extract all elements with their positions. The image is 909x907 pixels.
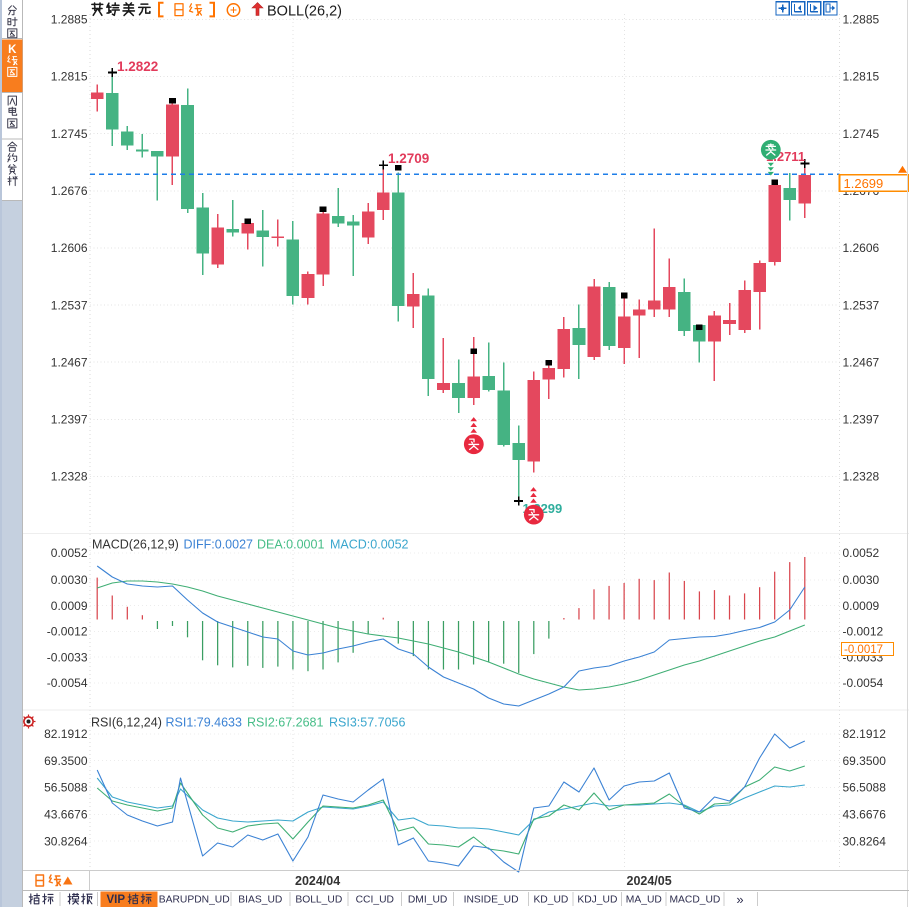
svg-text:69.3500: 69.3500 xyxy=(44,754,88,768)
svg-text:1.2537: 1.2537 xyxy=(843,298,880,312)
svg-text:VIP: VIP xyxy=(107,894,126,906)
svg-text:BARUPDN_UD: BARUPDN_UD xyxy=(159,895,230,906)
svg-text:-0.0033: -0.0033 xyxy=(47,650,88,664)
svg-text:KD_UD: KD_UD xyxy=(533,895,568,906)
svg-text:1.2822: 1.2822 xyxy=(117,59,158,74)
svg-text:1.2815: 1.2815 xyxy=(51,70,88,84)
svg-text:43.6676: 43.6676 xyxy=(843,808,887,822)
svg-text:DEA:0.0001: DEA:0.0001 xyxy=(257,538,324,552)
svg-text:CCI_UD: CCI_UD xyxy=(356,895,394,906)
svg-text:DMI_UD: DMI_UD xyxy=(408,895,447,906)
svg-text:-0.0054: -0.0054 xyxy=(843,676,884,690)
svg-text:MACD_UD: MACD_UD xyxy=(669,895,720,906)
svg-text:RSI3:57.7056: RSI3:57.7056 xyxy=(329,716,405,730)
svg-text:1.2606: 1.2606 xyxy=(51,241,88,255)
svg-text:2024/04: 2024/04 xyxy=(295,874,340,888)
svg-text:0.0030: 0.0030 xyxy=(51,573,88,587)
svg-text:1.2467: 1.2467 xyxy=(51,355,88,369)
svg-text:MACD:0.0052: MACD:0.0052 xyxy=(330,538,409,552)
svg-text:RSI2:67.2681: RSI2:67.2681 xyxy=(247,716,323,730)
svg-text:K: K xyxy=(8,44,17,56)
svg-text:30.8264: 30.8264 xyxy=(44,834,88,848)
svg-text:BIAS_UD: BIAS_UD xyxy=(238,895,282,906)
svg-text:82.1912: 82.1912 xyxy=(843,727,887,741)
svg-text:1.2397: 1.2397 xyxy=(843,413,880,427)
svg-text:-0.0054: -0.0054 xyxy=(47,676,88,690)
svg-text:BOLL(26,2): BOLL(26,2) xyxy=(267,3,342,19)
svg-text:69.3500: 69.3500 xyxy=(843,754,887,768)
svg-text:1.2745: 1.2745 xyxy=(51,127,88,141)
svg-text:1.2397: 1.2397 xyxy=(51,413,88,427)
svg-text:»: » xyxy=(736,892,743,907)
svg-text:1.2606: 1.2606 xyxy=(843,241,880,255)
svg-text:BOLL_UD: BOLL_UD xyxy=(295,895,342,906)
svg-text:1.2709: 1.2709 xyxy=(388,151,429,166)
svg-text:1.2885: 1.2885 xyxy=(51,13,88,27)
svg-text:1.2328: 1.2328 xyxy=(51,470,88,484)
svg-text:43.6676: 43.6676 xyxy=(44,808,88,822)
svg-text:KDJ_UD: KDJ_UD xyxy=(577,895,617,906)
svg-text:MACD(26,12,9): MACD(26,12,9) xyxy=(92,538,179,552)
svg-text:RSI(6,12,24): RSI(6,12,24) xyxy=(91,716,162,730)
svg-text:82.1912: 82.1912 xyxy=(44,727,88,741)
svg-text:0.0030: 0.0030 xyxy=(843,573,880,587)
svg-text:INSIDE_UD: INSIDE_UD xyxy=(464,895,519,906)
svg-text:-0.0012: -0.0012 xyxy=(47,625,88,639)
svg-text:1.2467: 1.2467 xyxy=(843,355,880,369)
svg-text:1.2699: 1.2699 xyxy=(844,176,884,191)
svg-text:1.2745: 1.2745 xyxy=(843,127,880,141)
svg-text:-0.0017: -0.0017 xyxy=(844,644,883,656)
svg-text:1.2537: 1.2537 xyxy=(51,298,88,312)
svg-text:0.0052: 0.0052 xyxy=(51,546,88,560)
svg-text:DIFF:0.0027: DIFF:0.0027 xyxy=(184,538,254,552)
svg-text:0.0009: 0.0009 xyxy=(51,599,88,613)
svg-text:1.2328: 1.2328 xyxy=(843,470,880,484)
svg-text:1.2885: 1.2885 xyxy=(843,13,880,27)
svg-text:0.0009: 0.0009 xyxy=(843,599,880,613)
svg-text:30.8264: 30.8264 xyxy=(843,834,887,848)
svg-text:56.5088: 56.5088 xyxy=(843,781,887,795)
svg-text:56.5088: 56.5088 xyxy=(44,781,88,795)
svg-text:1.2676: 1.2676 xyxy=(51,184,88,198)
svg-text:MA_UD: MA_UD xyxy=(626,895,662,906)
svg-text:2024/05: 2024/05 xyxy=(627,874,672,888)
svg-text:RSI1:79.4633: RSI1:79.4633 xyxy=(166,716,242,730)
svg-text:1.2815: 1.2815 xyxy=(843,70,880,84)
svg-text:0.0052: 0.0052 xyxy=(843,546,880,560)
svg-text:-0.0012: -0.0012 xyxy=(843,625,884,639)
